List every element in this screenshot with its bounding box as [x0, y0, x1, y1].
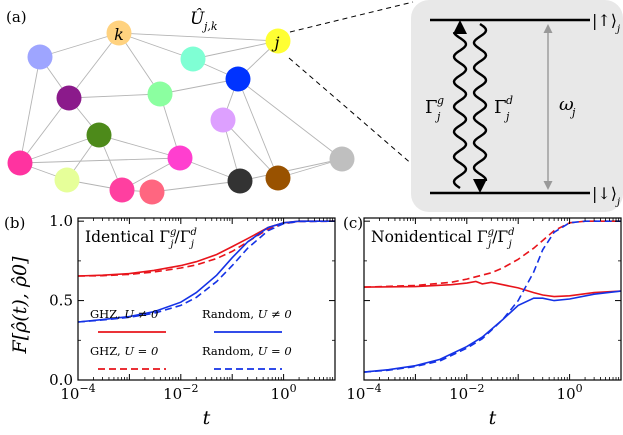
network-node	[265, 165, 291, 191]
coupling-label: Û j,k	[190, 8, 218, 33]
svg-text:j: j	[503, 110, 510, 123]
network-node	[56, 85, 82, 111]
panel-c-chart: (c) 10−4 10−2 100 t Nonidentical Γg j/Γd j	[343, 214, 622, 429]
network-node	[7, 150, 33, 176]
plot-frame	[77, 217, 336, 381]
svg-text:|↑⟩: |↑⟩	[592, 11, 617, 30]
decay-wavy-arrow	[472, 23, 488, 181]
network-edge	[237, 78, 279, 179]
network-edge	[19, 56, 41, 164]
network-edge	[239, 158, 343, 182]
network-node	[54, 167, 80, 193]
svg-text:d: d	[506, 94, 513, 107]
network-edge	[19, 134, 100, 164]
network-edge	[98, 134, 181, 159]
y-tick-label: 1.0	[49, 212, 73, 230]
y-tick-label: 0.0	[49, 371, 73, 389]
series-line	[363, 220, 621, 373]
network-node	[167, 145, 193, 171]
gain-wavy-arrow	[452, 31, 468, 189]
upper-state-label: |↑⟩ j	[592, 11, 620, 35]
zoom-line-bottom	[288, 57, 414, 166]
network-edge	[222, 119, 279, 179]
network-edge	[151, 180, 241, 193]
legend-label: Random, U ≠ 0	[202, 307, 292, 321]
zoom-line-top	[289, 1, 414, 33]
x-tick-label: 10−2	[449, 382, 484, 403]
x-tick-label: 100	[271, 382, 297, 403]
lower-state-label: |↓⟩ j	[592, 184, 620, 208]
network-node	[329, 146, 355, 172]
x-axis-label: t	[203, 407, 211, 429]
network-nodes	[7, 20, 355, 205]
svg-text:j: j	[615, 197, 620, 208]
svg-text:g: g	[437, 94, 444, 107]
network-diagram: (a) k j Û j,k	[6, 1, 414, 205]
coupling-symbol: Û	[190, 8, 205, 29]
frequency-arrowhead-down	[543, 181, 553, 190]
network-edge	[237, 78, 343, 160]
svg-text:j: j	[569, 106, 576, 119]
series-line	[363, 280, 622, 298]
decay-arrowhead	[473, 179, 487, 193]
network-node	[109, 177, 135, 203]
legend-label: Random, U = 0	[202, 344, 292, 358]
network-node	[227, 168, 253, 194]
series-group	[363, 220, 622, 373]
plot-frame	[363, 217, 622, 381]
level-diagram-box	[411, 0, 623, 212]
coupling-subscript: j,k	[201, 20, 218, 33]
x-tick-label: 100	[557, 382, 583, 403]
x-tick-label: 10−2	[163, 382, 198, 403]
network-edge	[159, 78, 239, 95]
network-edge	[192, 40, 279, 60]
frequency-arrowhead-up	[543, 24, 553, 33]
panel-b-chart: (b) 10−4 10−2 100 0.0 0.5 1.0 t F[ρ̂(t), ρ̂0] Id…	[4, 212, 336, 429]
node-label-k: k	[114, 25, 124, 44]
network-node	[27, 44, 53, 70]
x-axis-label: t	[489, 407, 497, 429]
y-axis-label: F[ρ̂(t), ρ̂0]	[9, 256, 31, 355]
legend: GHZ, U ≠ 0 Random, U ≠ 0 GHZ, U = 0 Random,…	[90, 307, 292, 370]
network-node	[147, 81, 173, 107]
gain-arrowhead	[453, 20, 467, 34]
panel-label-b: (b)	[4, 214, 25, 232]
node-label-j: j	[272, 33, 280, 52]
svg-text:ω: ω	[559, 94, 574, 115]
network-edge	[19, 97, 70, 164]
node-k	[106, 20, 132, 46]
frequency-label: ω j	[559, 94, 576, 119]
node-j	[265, 28, 291, 54]
svg-text:j: j	[434, 110, 441, 123]
network-node	[225, 66, 251, 92]
network-edge	[68, 32, 120, 99]
chart-title: Identical Γg j/Γd j	[85, 227, 197, 250]
svg-text:j: j	[615, 24, 620, 35]
series-line	[363, 290, 622, 373]
panel-label-a: (a)	[6, 8, 27, 26]
network-edge	[19, 157, 181, 164]
x-tick-label: 10−4	[60, 382, 95, 403]
legend-label: GHZ, U ≠ 0	[90, 307, 158, 321]
network-node	[180, 46, 206, 72]
network-edge	[39, 32, 120, 58]
chart-title: Nonidentical Γg j/Γd j	[371, 227, 515, 250]
level-diagram: |↑⟩ j |↓⟩ j Γ g j Γ d j ω j	[411, 0, 623, 212]
decay-rate-label: Γ d j	[494, 94, 513, 123]
y-tick-label: 0.5	[49, 292, 73, 310]
panel-label-c: (c)	[343, 214, 363, 232]
svg-text:Γ: Γ	[425, 97, 438, 118]
network-node	[139, 179, 165, 205]
svg-text:|↓⟩: |↓⟩	[592, 184, 617, 203]
network-node	[86, 122, 112, 148]
svg-text:Γ: Γ	[494, 97, 507, 118]
x-tick-label: 10−4	[346, 382, 381, 403]
network-edge	[68, 93, 161, 99]
legend-label: GHZ, U = 0	[90, 344, 158, 358]
gain-rate-label: Γ g j	[425, 94, 444, 123]
network-edge	[118, 32, 279, 42]
network-edge	[118, 32, 194, 60]
network-node	[210, 107, 236, 133]
